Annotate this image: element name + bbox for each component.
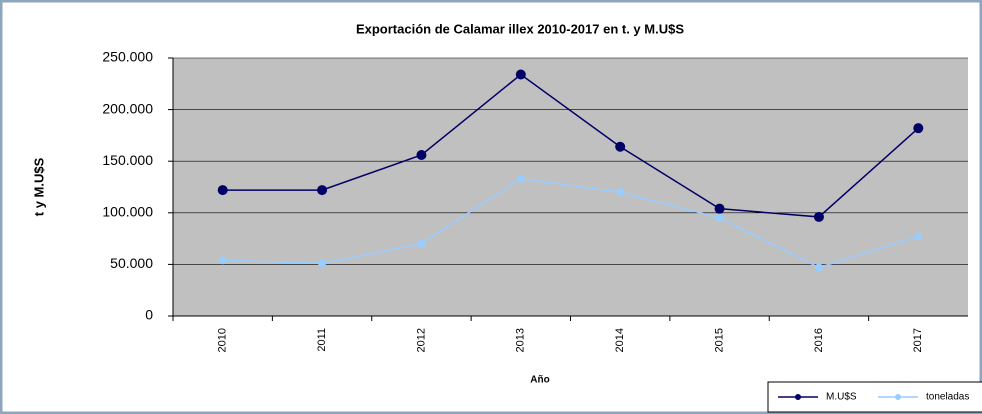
legend-label: M.U$S [826, 392, 857, 403]
x-tick-label: 2016 [813, 328, 825, 352]
y-tick-label: 0 [145, 307, 153, 323]
data-point [417, 239, 426, 248]
data-point [317, 185, 328, 196]
x-axis-label: Año [530, 375, 549, 386]
data-point [715, 213, 724, 222]
x-tick-label: 2014 [614, 328, 626, 352]
y-tick-label: 50.000 [110, 255, 153, 271]
y-tick-label: 200.000 [102, 100, 153, 116]
x-tick-label: 2013 [515, 328, 527, 352]
y-tick-label: 250.000 [102, 49, 153, 65]
data-point [218, 256, 227, 265]
data-point [615, 141, 626, 152]
chart-title: Exportación de Calamar illex 2010-2017 e… [356, 21, 684, 36]
data-point [515, 69, 526, 80]
data-point [516, 174, 525, 183]
data-point [616, 188, 625, 197]
data-point [318, 259, 327, 268]
legend-marker [895, 394, 901, 400]
data-point [416, 150, 427, 161]
x-tick-label: 2012 [415, 328, 427, 352]
plot-area [173, 58, 968, 316]
x-tick-label: 2010 [217, 328, 229, 352]
data-point [814, 263, 823, 272]
y-tick-label: 100.000 [102, 204, 153, 220]
data-point [914, 232, 923, 241]
x-tick-label: 2015 [713, 328, 725, 352]
data-point [813, 211, 824, 222]
series-line [222, 177, 919, 269]
legend-label: toneladas [926, 392, 969, 403]
y-axis-label: t y M.U$S [31, 157, 46, 216]
series-line [222, 73, 919, 218]
x-tick-label: 2017 [912, 328, 924, 352]
y-tick-label: 150.000 [102, 152, 153, 168]
legend-marker [795, 394, 801, 400]
data-point [714, 203, 725, 214]
x-tick-label: 2011 [316, 328, 328, 352]
data-point [913, 123, 924, 134]
data-point [217, 185, 228, 196]
